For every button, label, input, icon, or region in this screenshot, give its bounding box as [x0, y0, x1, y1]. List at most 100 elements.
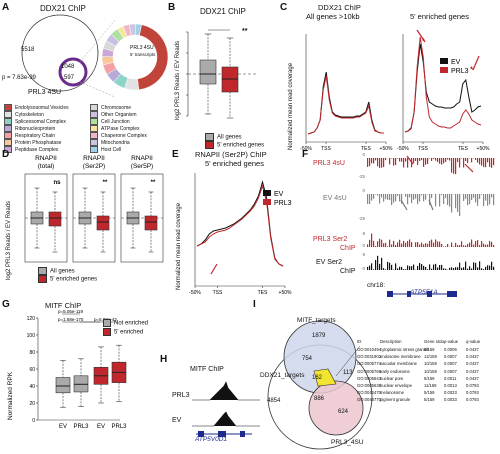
- f-track3-bar: [477, 240, 479, 247]
- f-track3-bar: [463, 245, 465, 247]
- f-track1-bar: [471, 158, 473, 163]
- f-track3-bar: [487, 244, 489, 247]
- panel-b-letter: B: [168, 2, 176, 13]
- f-track1-bar: [381, 158, 383, 168]
- panel-g-ylabel: Normalized RPK: [7, 371, 14, 420]
- f-track4-bar: [451, 267, 453, 270]
- f-track4-bar: [441, 264, 443, 270]
- f-track2-bar: [395, 194, 397, 202]
- f-track2-bar: [393, 194, 395, 203]
- f-track3-bar: [391, 244, 393, 247]
- f-track1-bar: [467, 158, 469, 164]
- f-track2-bar: [463, 194, 465, 201]
- f-track4-bar: [373, 269, 375, 270]
- f-scale: -25: [358, 174, 365, 179]
- panel-h-letter: H: [160, 354, 168, 365]
- e-legend-swatch: [263, 199, 271, 205]
- f-track3-bar: [455, 242, 457, 247]
- count-mitf-only: 1879: [312, 333, 326, 339]
- f-track2-bar: [415, 194, 417, 199]
- f-track4-bar: [369, 265, 371, 270]
- h-peak-prl3: [192, 381, 260, 401]
- legend-a-item: ATPase Complex: [90, 125, 140, 132]
- c-xticklabel: +50%: [380, 146, 393, 152]
- go-table-cell: GO:0010494: [357, 347, 381, 352]
- f-track2-bar: [425, 194, 427, 200]
- g-box-box: [55, 377, 71, 394]
- f-track3-bar: [469, 242, 471, 247]
- go-table-cell: endosome membrane: [380, 354, 421, 360]
- panel-d-boxplots: RNAPII(total)nsRNAPII(Ser2P)**RNAPII(Ser…: [24, 155, 164, 263]
- f-track3-bar: [399, 239, 401, 247]
- go-table-cell: 0.0793: [466, 383, 479, 388]
- panel-g-letter: G: [2, 299, 10, 310]
- c-xticklabel: +50%: [477, 146, 490, 152]
- f-track4-bar: [467, 268, 469, 270]
- f-track3-bar: [409, 239, 411, 247]
- f-track3-bar: [375, 246, 377, 247]
- f-arrow-gray: [400, 199, 408, 211]
- prl3-4su-circle: [58, 57, 88, 87]
- panel-i-venn: [267, 320, 373, 450]
- go-table-cell: 0.0033: [444, 397, 457, 403]
- f-track2-bar: [449, 194, 451, 207]
- g-y-ticklabel: 20: [29, 401, 35, 407]
- f-track4-bar: [435, 263, 437, 270]
- g-xticklabel: EV: [59, 424, 67, 430]
- legend-swatch: [90, 104, 98, 111]
- f-track3-bar: [415, 242, 417, 247]
- f-track2-bar: [455, 194, 457, 209]
- go-table-header: p-value: [444, 339, 459, 344]
- panel-h-title: MITF ChIP: [190, 366, 224, 373]
- f-track3-bar: [437, 241, 439, 247]
- f-track4-bar: [483, 269, 485, 270]
- f-track2-bar: [445, 194, 447, 199]
- f-track4-bar: [367, 266, 369, 270]
- f-track2-bar: [443, 194, 445, 205]
- f-track1-bar: [493, 158, 495, 166]
- f-exon: [447, 291, 457, 297]
- f-track2-bar: [469, 194, 471, 205]
- f-arrow: [406, 155, 414, 165]
- go-table-cell: 0.0437: [466, 375, 479, 381]
- f-track1-bar: [407, 158, 409, 168]
- legend-a-item: Other Organism: [90, 111, 137, 118]
- f-track1-bar: [439, 158, 441, 164]
- legend-swatch: [4, 132, 12, 139]
- f-track3-bar: [467, 244, 469, 247]
- f-track3-bar: [423, 244, 425, 247]
- c-arrow: [472, 55, 480, 71]
- go-table-cell: pigment granule: [380, 397, 411, 403]
- f-track1-bar: [465, 158, 467, 162]
- f-track2-bar: [467, 194, 469, 206]
- legend-a-item: Cytoskeleton: [4, 111, 44, 118]
- go-table-cell: early endosome: [380, 368, 410, 374]
- f-track2-bar: [481, 194, 483, 195]
- panel-e-title-1: RNAPII (Ser2P) ChIP: [195, 150, 267, 159]
- f-track2-bar: [383, 194, 385, 202]
- f-track2-bar: [379, 194, 381, 204]
- legend-a-item: Cell Junction: [90, 118, 130, 125]
- f-track2-bar: [405, 194, 407, 197]
- c-legend-swatch: [440, 67, 448, 73]
- c-xticklabel: TSS: [418, 146, 428, 152]
- f-track4-bar: [465, 261, 467, 270]
- f-track2-bar: [485, 194, 487, 201]
- f-track3-bar: [457, 245, 459, 247]
- count-center: 162: [312, 375, 323, 381]
- f-track3-bar: [393, 240, 395, 247]
- f-track1-bar: [383, 158, 385, 168]
- f-track4-bar: [423, 265, 425, 270]
- e-arrow: [210, 263, 218, 275]
- f-track1-bar: [397, 158, 399, 159]
- f-track1-bar: [419, 158, 421, 161]
- f-track2-bar: [381, 194, 383, 198]
- f-track1-bar: [475, 158, 477, 160]
- g-xticklabel: PRL3: [73, 424, 89, 430]
- f-track2-bar: [457, 194, 459, 212]
- panel-a-title: DDX21 ChIP: [40, 4, 86, 13]
- legend-a-item: Peptidase Complex: [4, 146, 58, 153]
- e-xticklabel: TES: [258, 290, 268, 296]
- panel-a-venn: [21, 14, 116, 98]
- go-table-cell: nuclear envelope: [380, 383, 412, 388]
